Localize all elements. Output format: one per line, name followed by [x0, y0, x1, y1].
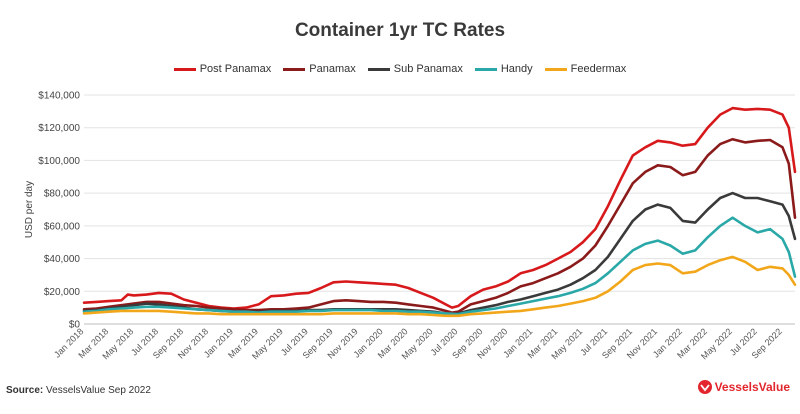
y-tick-label: $80,000: [44, 189, 81, 200]
y-tick-label: $140,000: [38, 91, 80, 102]
source-label: Source:: [6, 385, 44, 396]
y-tick-label: $100,000: [38, 156, 80, 167]
chart-title: Container 1yr TC Rates: [294, 20, 506, 41]
y-axis-label: USD per day: [24, 181, 35, 238]
series-line-feedermax: [82, 255, 797, 318]
series-line-panamax: [82, 137, 797, 314]
y-tick-label: $40,000: [44, 254, 81, 265]
legend-item-post-panamax: Post Panamax: [173, 63, 272, 75]
brand-name: VesselsValue: [714, 380, 790, 394]
legend-item-sub-panamax: Sub Panamax: [367, 63, 463, 75]
series-line-post-panamax: [82, 106, 797, 310]
legend-swatch: [544, 67, 567, 71]
y-tick-label: $20,000: [44, 287, 81, 298]
brand-logo: VesselsValue: [697, 380, 790, 394]
legend-label: Post Panamax: [199, 63, 272, 75]
line-chart: $0 $20,000 $40,000 $60,000 $80,000 $100,000 $1…: [24, 91, 797, 361]
legend-swatch: [367, 67, 390, 71]
y-tick-label: $60,000: [44, 221, 81, 232]
y-tick-label: $120,000: [38, 123, 80, 134]
legend: Post Panamax Panamax Sub Panamax Handy Feede…: [0, 63, 800, 75]
legend-swatch: [173, 67, 196, 71]
legend-swatch: [474, 67, 497, 71]
legend-item-feedermax: Feedermax: [544, 63, 627, 75]
series-line-sub-panamax: [82, 191, 797, 316]
legend-label: Sub Panamax: [393, 63, 463, 75]
brand-mark-icon: [697, 380, 712, 394]
source-note: Source: VesselsValue Sep 2022: [6, 385, 151, 396]
series-line-handy: [82, 216, 797, 316]
legend-label: Feedermax: [570, 63, 627, 75]
legend-label: Handy: [500, 63, 533, 75]
legend-item-handy: Handy: [474, 63, 533, 75]
legend-label: Panamax: [309, 63, 356, 75]
legend-item-panamax: Panamax: [283, 63, 356, 75]
source-text: VesselsValue Sep 2022: [46, 385, 151, 396]
y-tick-label: $0: [69, 320, 81, 331]
legend-swatch: [283, 67, 306, 71]
